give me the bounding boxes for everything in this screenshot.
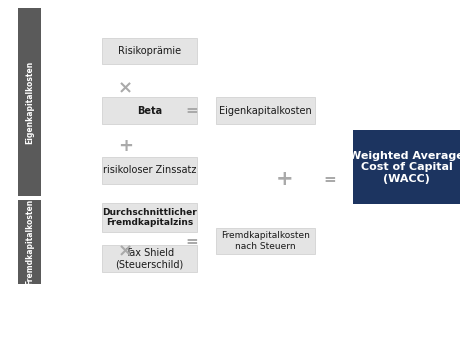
Text: +: + — [118, 137, 133, 155]
Text: Eigenkapitalkosten: Eigenkapitalkosten — [219, 106, 312, 116]
Text: Weighted Average
Cost of Capital
(WACC): Weighted Average Cost of Capital (WACC) — [349, 151, 464, 184]
FancyBboxPatch shape — [216, 228, 315, 255]
FancyBboxPatch shape — [353, 130, 460, 204]
Bar — [18, 200, 41, 284]
Text: =: = — [186, 103, 198, 119]
Bar — [18, 8, 41, 196]
FancyBboxPatch shape — [102, 245, 197, 272]
Text: Tax Shield
(Steuerschild): Tax Shield (Steuerschild) — [115, 247, 183, 269]
Text: Fremdkapitalkosten
nach Steuern: Fremdkapitalkosten nach Steuern — [221, 231, 310, 251]
FancyBboxPatch shape — [102, 97, 197, 124]
Text: =: = — [323, 171, 336, 187]
Text: risikoloser Zinssatz: risikoloser Zinssatz — [103, 165, 196, 175]
Text: Durchschnittlicher
Fremdkapitalzins: Durchschnittlicher Fremdkapitalzins — [102, 208, 197, 227]
FancyBboxPatch shape — [102, 157, 197, 184]
Text: Eigenkapitalkosten: Eigenkapitalkosten — [25, 60, 34, 144]
FancyBboxPatch shape — [102, 203, 197, 233]
Text: =: = — [186, 234, 198, 249]
Text: Fremdkapitalkosten: Fremdkapitalkosten — [25, 199, 34, 285]
Text: ×: × — [118, 79, 133, 97]
Text: +: + — [275, 169, 293, 189]
Text: ×: × — [118, 242, 133, 260]
Text: Risikoprämie: Risikoprämie — [118, 46, 181, 56]
Text: Weighted Average Cost of Capital (WACC) - Zusammensetzung: Weighted Average Cost of Capital (WACC) … — [12, 329, 381, 340]
Text: Beta: Beta — [137, 106, 162, 116]
FancyBboxPatch shape — [102, 38, 197, 64]
FancyBboxPatch shape — [216, 97, 315, 124]
